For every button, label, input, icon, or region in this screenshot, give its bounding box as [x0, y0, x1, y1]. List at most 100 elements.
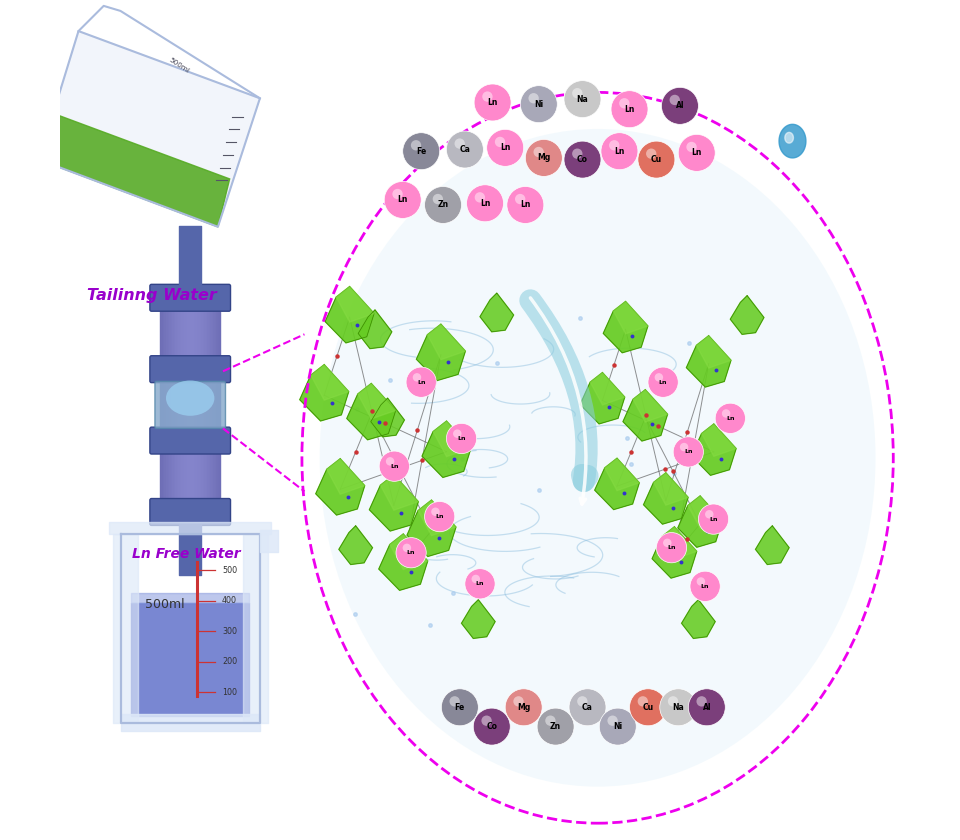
- Circle shape: [669, 95, 680, 105]
- Circle shape: [534, 147, 543, 157]
- Polygon shape: [316, 459, 365, 515]
- Circle shape: [481, 716, 492, 726]
- Text: Ln: Ln: [407, 550, 416, 555]
- Circle shape: [572, 88, 583, 98]
- Polygon shape: [336, 286, 374, 322]
- Circle shape: [697, 577, 706, 585]
- Circle shape: [413, 373, 421, 381]
- Circle shape: [474, 192, 485, 202]
- Text: Ln: Ln: [624, 105, 635, 113]
- Circle shape: [411, 140, 421, 150]
- Circle shape: [379, 451, 410, 481]
- Circle shape: [494, 137, 505, 147]
- Text: 500ml: 500ml: [168, 56, 190, 74]
- Text: Mg: Mg: [517, 703, 530, 711]
- Polygon shape: [433, 421, 471, 457]
- Text: Ln: Ln: [726, 416, 734, 421]
- Text: Ln: Ln: [691, 149, 702, 157]
- Circle shape: [599, 708, 636, 745]
- Text: Ln: Ln: [436, 514, 444, 519]
- Text: Na: Na: [577, 95, 588, 103]
- Text: Ca: Ca: [460, 145, 470, 154]
- Circle shape: [690, 571, 720, 601]
- Circle shape: [538, 708, 574, 745]
- Text: Cu: Cu: [651, 155, 662, 164]
- Polygon shape: [785, 133, 793, 143]
- Polygon shape: [347, 384, 396, 440]
- Circle shape: [454, 139, 465, 149]
- Polygon shape: [370, 475, 419, 531]
- Polygon shape: [325, 286, 374, 343]
- Polygon shape: [480, 293, 514, 332]
- Polygon shape: [605, 459, 639, 491]
- Polygon shape: [613, 302, 648, 333]
- Polygon shape: [731, 296, 764, 334]
- Circle shape: [572, 149, 583, 159]
- Text: Ln: Ln: [614, 147, 625, 155]
- Polygon shape: [590, 373, 625, 405]
- Text: Al: Al: [676, 102, 684, 110]
- Polygon shape: [311, 365, 348, 400]
- Text: Ln: Ln: [520, 201, 531, 209]
- Polygon shape: [407, 500, 456, 556]
- Polygon shape: [678, 496, 722, 547]
- Polygon shape: [339, 526, 372, 564]
- Circle shape: [569, 689, 606, 726]
- Polygon shape: [702, 424, 736, 456]
- Polygon shape: [595, 459, 639, 510]
- Text: Ln: Ln: [457, 436, 466, 441]
- Circle shape: [449, 696, 460, 706]
- Text: 400: 400: [222, 596, 237, 606]
- Circle shape: [446, 131, 484, 168]
- Text: Ln: Ln: [397, 196, 408, 204]
- Circle shape: [424, 501, 455, 532]
- Circle shape: [657, 533, 686, 563]
- Polygon shape: [662, 527, 697, 559]
- Text: Cu: Cu: [642, 703, 654, 711]
- Circle shape: [386, 457, 395, 465]
- Text: Fe: Fe: [416, 147, 426, 155]
- FancyBboxPatch shape: [150, 499, 230, 526]
- Circle shape: [403, 133, 440, 170]
- Polygon shape: [371, 398, 404, 437]
- Text: 500: 500: [222, 566, 237, 575]
- Text: Ln: Ln: [684, 449, 692, 454]
- Polygon shape: [380, 475, 419, 510]
- Polygon shape: [379, 534, 428, 591]
- Circle shape: [673, 437, 704, 467]
- Circle shape: [630, 689, 666, 726]
- Polygon shape: [417, 324, 466, 381]
- Circle shape: [564, 81, 601, 118]
- Circle shape: [601, 133, 638, 170]
- Circle shape: [655, 373, 663, 381]
- Text: Mg: Mg: [538, 154, 550, 162]
- Text: Ln: Ln: [709, 517, 718, 522]
- Text: Ln: Ln: [488, 98, 498, 107]
- Circle shape: [564, 141, 601, 178]
- Text: Zn: Zn: [438, 201, 448, 209]
- Circle shape: [424, 186, 462, 223]
- Polygon shape: [756, 526, 789, 564]
- Circle shape: [663, 538, 672, 547]
- Polygon shape: [418, 500, 456, 536]
- Circle shape: [637, 696, 648, 706]
- Polygon shape: [580, 373, 625, 424]
- Circle shape: [648, 367, 679, 397]
- Text: 200: 200: [222, 658, 237, 666]
- Circle shape: [715, 403, 746, 433]
- Circle shape: [680, 443, 688, 451]
- Circle shape: [545, 716, 556, 726]
- Polygon shape: [691, 424, 736, 475]
- Polygon shape: [686, 336, 731, 387]
- Polygon shape: [688, 496, 722, 528]
- Text: Ln: Ln: [417, 380, 425, 385]
- Text: Co: Co: [577, 155, 588, 164]
- Circle shape: [487, 129, 524, 166]
- FancyBboxPatch shape: [150, 427, 230, 454]
- Text: 500ml: 500ml: [145, 598, 185, 612]
- Polygon shape: [39, 31, 260, 227]
- Circle shape: [402, 543, 411, 552]
- Circle shape: [507, 186, 544, 223]
- Circle shape: [688, 689, 726, 726]
- Polygon shape: [358, 310, 392, 349]
